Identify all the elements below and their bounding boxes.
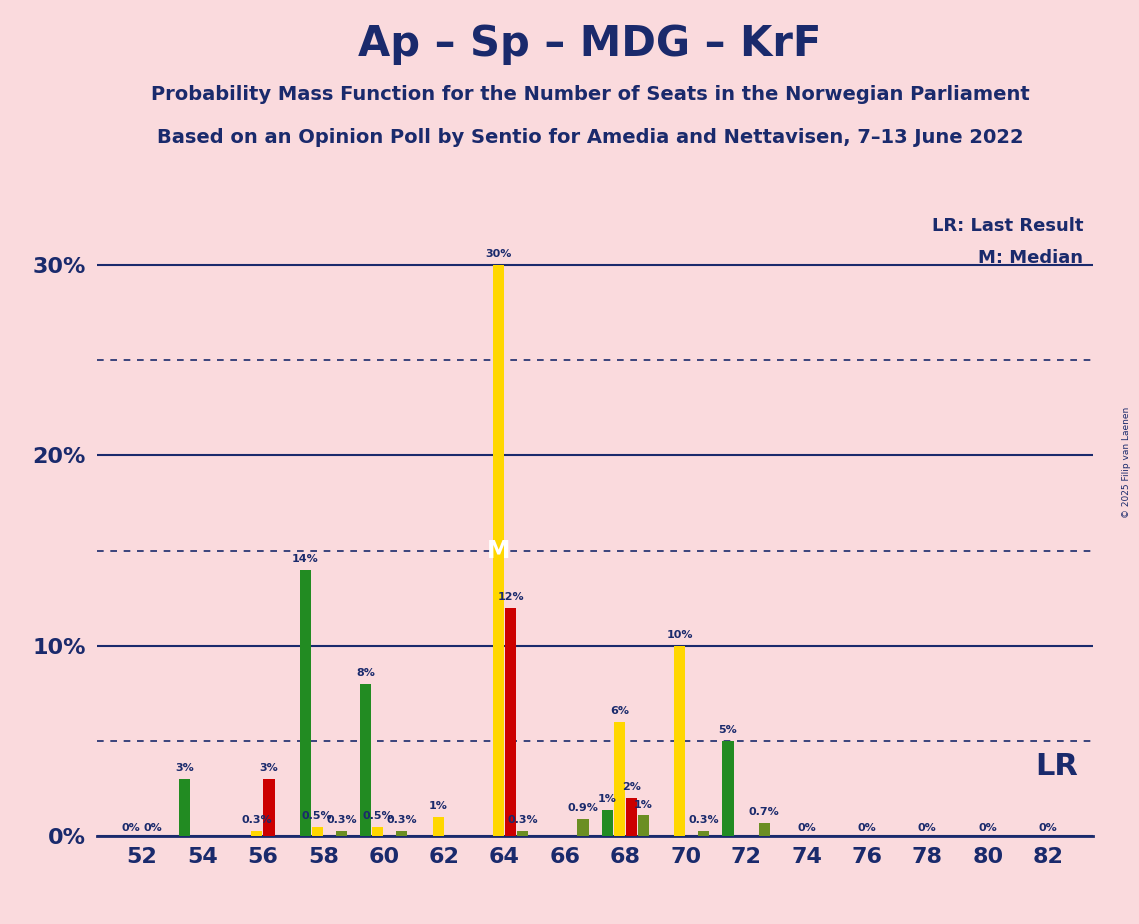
Text: 0%: 0% <box>858 823 876 833</box>
Text: Probability Mass Function for the Number of Seats in the Norwegian Parliament: Probability Mass Function for the Number… <box>150 85 1030 104</box>
Bar <box>614 722 625 836</box>
Bar <box>252 831 262 836</box>
Bar <box>638 815 649 836</box>
Text: 0.3%: 0.3% <box>386 815 417 825</box>
Bar <box>517 831 528 836</box>
Bar <box>179 779 190 836</box>
Bar <box>360 684 371 836</box>
Text: 0%: 0% <box>144 823 163 833</box>
Text: 0.3%: 0.3% <box>326 815 357 825</box>
Text: © 2025 Filip van Laenen: © 2025 Filip van Laenen <box>1122 407 1131 517</box>
Text: 1%: 1% <box>598 794 616 804</box>
Text: LR: Last Result: LR: Last Result <box>932 217 1083 236</box>
Bar <box>625 798 637 836</box>
Text: 14%: 14% <box>292 554 319 564</box>
Bar <box>372 827 383 836</box>
Text: 3%: 3% <box>260 763 278 773</box>
Bar <box>433 817 444 836</box>
Bar <box>674 646 686 836</box>
Text: 3%: 3% <box>175 763 194 773</box>
Text: 0%: 0% <box>122 823 140 833</box>
Text: 5%: 5% <box>719 725 737 736</box>
Bar <box>300 570 311 836</box>
Bar <box>493 265 505 836</box>
Text: 2%: 2% <box>622 783 641 793</box>
Text: 6%: 6% <box>609 706 629 716</box>
Bar <box>336 831 347 836</box>
Text: 0.5%: 0.5% <box>302 811 333 821</box>
Bar <box>396 831 408 836</box>
Text: 0.9%: 0.9% <box>567 803 598 813</box>
Text: 1%: 1% <box>428 801 448 811</box>
Text: 0%: 0% <box>978 823 997 833</box>
Bar <box>505 608 516 836</box>
Bar <box>722 741 734 836</box>
Text: Ap – Sp – MDG – KrF: Ap – Sp – MDG – KrF <box>359 23 821 65</box>
Bar <box>263 779 274 836</box>
Text: 0%: 0% <box>1039 823 1057 833</box>
Text: LR: LR <box>1035 752 1079 782</box>
Text: 0.5%: 0.5% <box>362 811 393 821</box>
Text: 30%: 30% <box>485 249 511 260</box>
Bar <box>698 831 710 836</box>
Bar <box>577 819 589 836</box>
Text: 0%: 0% <box>918 823 936 833</box>
Text: Based on an Opinion Poll by Sentio for Amedia and Nettavisen, 7–13 June 2022: Based on an Opinion Poll by Sentio for A… <box>157 128 1023 147</box>
Text: M: M <box>486 539 510 563</box>
Text: 0.3%: 0.3% <box>689 815 719 825</box>
Bar <box>312 827 322 836</box>
Text: 12%: 12% <box>498 592 524 602</box>
Text: 0.3%: 0.3% <box>241 815 272 825</box>
Text: 0.7%: 0.7% <box>748 808 779 817</box>
Bar <box>601 809 613 836</box>
Text: 0.3%: 0.3% <box>507 815 538 825</box>
Text: 8%: 8% <box>357 668 375 678</box>
Text: 0%: 0% <box>797 823 816 833</box>
Text: M: Median: M: Median <box>978 249 1083 267</box>
Bar <box>759 823 770 836</box>
Text: 1%: 1% <box>634 799 653 809</box>
Text: 10%: 10% <box>666 630 693 640</box>
